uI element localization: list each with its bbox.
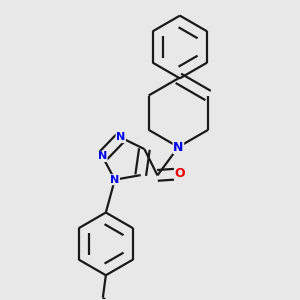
Text: N: N	[173, 140, 184, 154]
Text: N: N	[116, 133, 125, 142]
Text: N: N	[110, 175, 119, 185]
Text: O: O	[175, 167, 185, 180]
Text: N: N	[98, 152, 107, 161]
